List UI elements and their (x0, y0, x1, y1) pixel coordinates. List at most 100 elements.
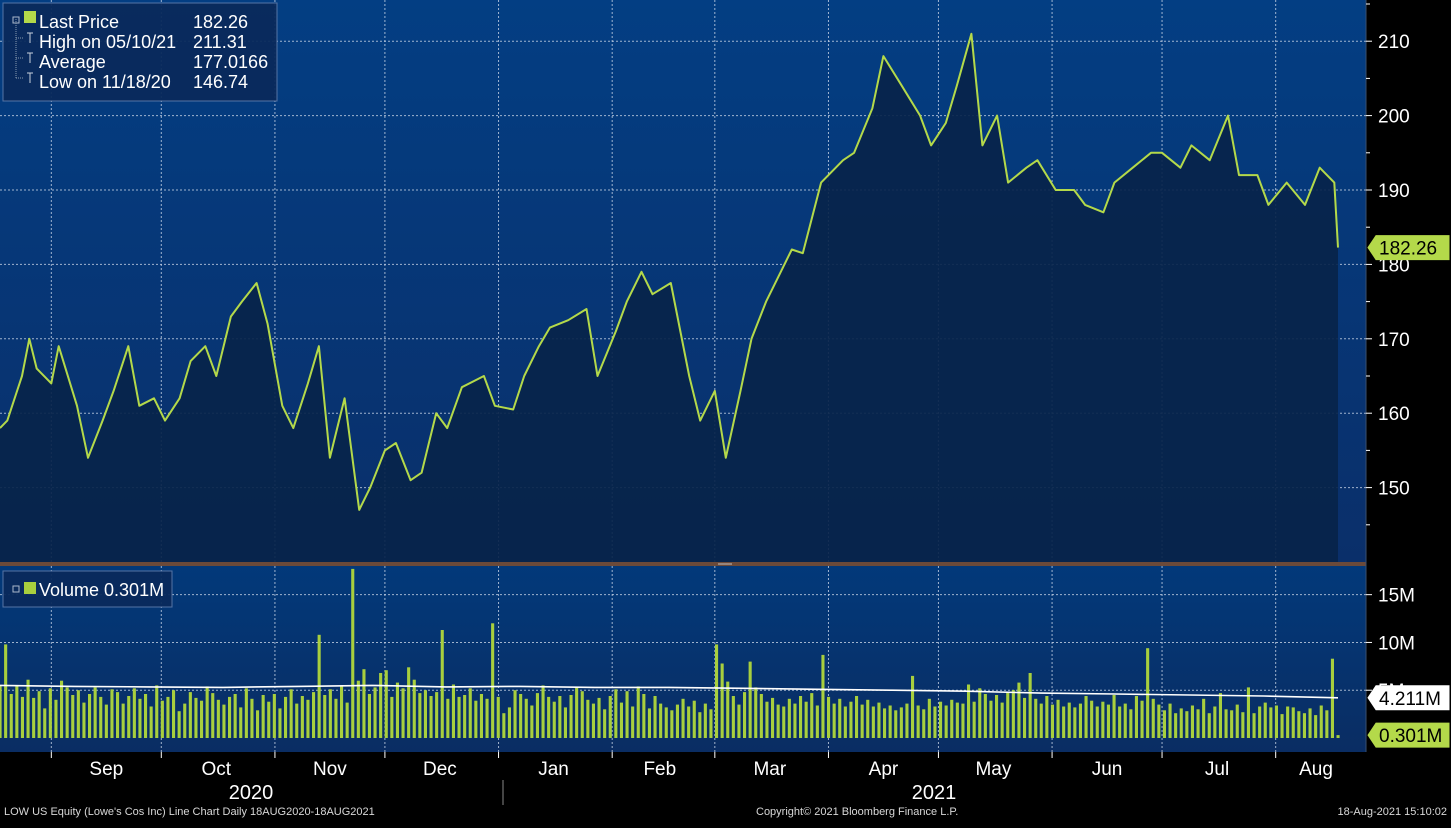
volume-bar (586, 699, 590, 738)
price-point (956, 85, 958, 87)
volume-bar (547, 696, 551, 738)
volume-bar (1241, 712, 1245, 738)
price-area (0, 33, 1338, 563)
volume-bar (1174, 713, 1178, 738)
price-point (435, 412, 437, 414)
price-point (652, 293, 654, 295)
volume-bar (731, 696, 735, 738)
price-point (344, 398, 346, 400)
price-point (842, 159, 844, 161)
volume-bar (149, 706, 153, 738)
volume-bar (1062, 706, 1066, 738)
volume-bar (1207, 713, 1211, 738)
volume-bar (978, 688, 982, 738)
volume-bar (65, 687, 69, 738)
volume-bar (177, 711, 181, 738)
volume-bar (866, 699, 870, 738)
volume-bar (261, 695, 265, 738)
volume-bar (911, 675, 915, 738)
volume-bar (883, 708, 887, 738)
volume-bar (216, 699, 220, 738)
price-point (1334, 182, 1336, 184)
volume-bar (300, 696, 304, 738)
volume-bar (905, 703, 909, 738)
price-point (1209, 159, 1211, 161)
volume-bar (1202, 698, 1206, 738)
volume-bar (827, 696, 831, 738)
volume-bar (37, 691, 41, 738)
volume-bar (1213, 706, 1217, 738)
volume-bar (647, 708, 651, 738)
volume-bar (1134, 696, 1138, 738)
volume-bar (664, 707, 668, 738)
volume-bar (855, 696, 859, 738)
volume-bar (754, 687, 758, 738)
last-price-badge-shape (1367, 235, 1450, 261)
volume-bar (48, 688, 52, 738)
volume-bar (256, 710, 260, 738)
volume-bar (709, 709, 713, 738)
price-point (1227, 115, 1229, 117)
volume-bar (743, 692, 747, 738)
volume-bar (1218, 693, 1222, 738)
volume-bar (810, 693, 814, 738)
volume-bar (748, 661, 752, 738)
volume-bar (183, 703, 187, 738)
volume-bar (160, 700, 164, 738)
volume-bar (715, 644, 719, 738)
volume-bar (653, 696, 657, 738)
price-point (1268, 204, 1270, 206)
price-point (567, 319, 569, 321)
price-y-tick-label: 170 (1378, 330, 1410, 351)
volume-bar (552, 701, 556, 738)
price-point (872, 107, 874, 109)
volume-bar (485, 698, 489, 738)
volume-bar (1263, 702, 1267, 738)
volume-bar (328, 689, 332, 738)
volume-bar (1302, 713, 1306, 738)
price-point (1055, 189, 1057, 191)
volume-bar (1246, 687, 1250, 738)
volume-average-badge-text: 4.211M (1379, 689, 1441, 710)
price-point (971, 33, 973, 35)
volume-bar (401, 688, 405, 738)
legend-label-0: Last Price (39, 12, 119, 32)
price-point (128, 345, 130, 347)
volume-bar (799, 696, 803, 738)
volume-bar (194, 697, 198, 738)
volume-bar (15, 686, 19, 738)
volume-bar (1118, 706, 1122, 738)
volume-bar (222, 704, 226, 738)
volume-bar (1028, 673, 1032, 738)
price-point (216, 375, 218, 377)
volume-bar (1140, 700, 1144, 738)
volume-bar (950, 699, 954, 738)
volume-bar (155, 685, 159, 738)
x-tick-label-oct: Oct (201, 759, 231, 780)
volume-bar (899, 707, 903, 738)
volume-bar (1151, 698, 1155, 738)
volume-bar (132, 688, 136, 738)
volume-bar (1017, 682, 1021, 738)
volume-collapse-toggle-icon[interactable] (12, 585, 20, 593)
price-point (776, 279, 778, 281)
footer-description: LOW US Equity (Lowe's Cos Inc) Line Char… (4, 806, 375, 818)
volume-bar (849, 701, 853, 738)
volume-bar (871, 706, 875, 738)
x-tick-label-sep: Sep (89, 759, 123, 780)
volume-bar (804, 701, 808, 738)
price-point (139, 405, 141, 407)
volume-bar (927, 698, 931, 738)
x-tick-label-jun: Jun (1092, 759, 1123, 780)
volume-bar (1011, 690, 1015, 738)
price-point (1114, 182, 1116, 184)
volume-bar (1006, 692, 1010, 738)
volume-y-tick-label: 10M (1378, 633, 1415, 654)
price-point (670, 282, 672, 284)
volume-bar (334, 698, 338, 738)
volume-bar (463, 695, 467, 738)
volume-bar (71, 695, 75, 738)
volume-bar (507, 707, 511, 738)
volume-bar (446, 698, 450, 738)
date-axis-strip (0, 752, 1451, 823)
